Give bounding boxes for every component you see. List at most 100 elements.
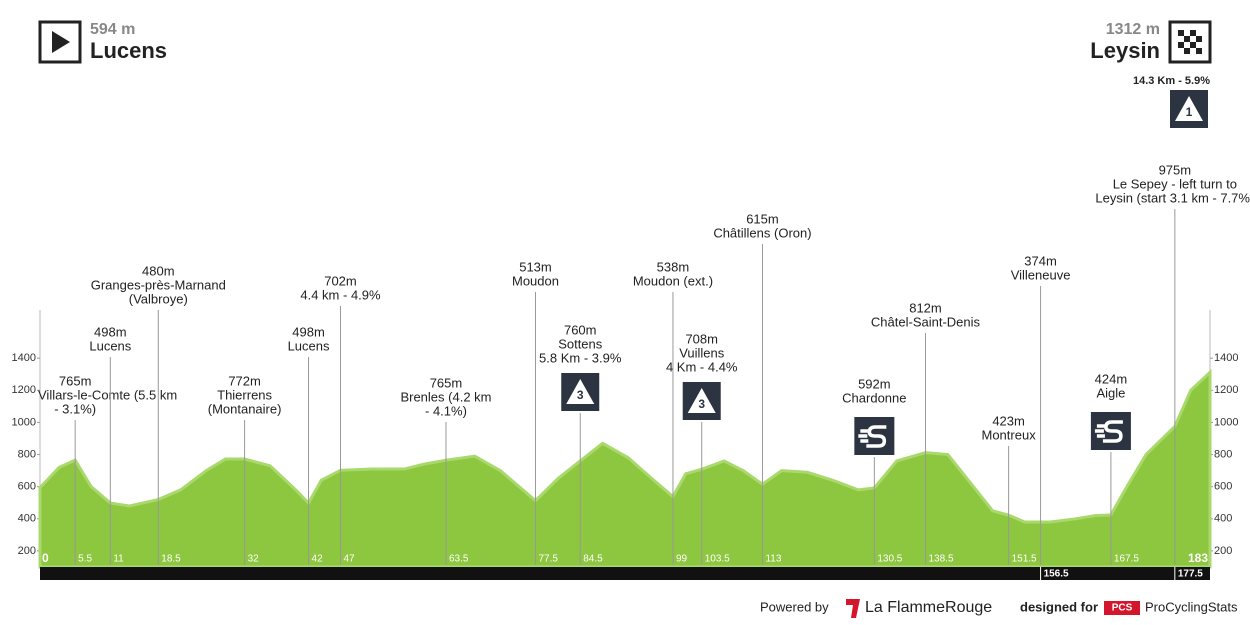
finish-category: 1 bbox=[1186, 105, 1193, 119]
waypoint-name: Vuillens bbox=[679, 345, 725, 360]
powered-by: Powered by bbox=[760, 599, 829, 614]
start-arrow bbox=[52, 31, 70, 53]
waypoint-name: Villeneuve bbox=[1011, 267, 1071, 282]
waypoint-elevation: 498m bbox=[292, 324, 325, 339]
distance-bar bbox=[40, 567, 1210, 580]
waypoint-elevation: 760m bbox=[564, 322, 597, 337]
y-tick-label: 400 bbox=[18, 513, 36, 525]
waypoint-name: Lucens bbox=[288, 338, 330, 353]
finish-icon bbox=[1168, 20, 1212, 64]
y-tick-label: 1200 bbox=[12, 384, 36, 396]
x-tick-label: 113 bbox=[765, 554, 781, 565]
y-tick-label: 1000 bbox=[12, 416, 36, 428]
waypoint-name: Lucens bbox=[89, 338, 131, 353]
waypoint-name: Châtillens (Oron) bbox=[713, 225, 811, 240]
waypoint-elevation: 975m bbox=[1159, 162, 1192, 177]
waypoint-name: 4 Km - 4.4% bbox=[666, 359, 738, 374]
waypoint-name: Montreux bbox=[982, 427, 1037, 442]
x-tick-label: 42 bbox=[312, 554, 324, 565]
x-tick-label: 130.5 bbox=[877, 554, 902, 565]
waypoint-elevation: 374m bbox=[1024, 253, 1057, 268]
x-tick-label: 151.5 bbox=[1012, 554, 1037, 565]
sprint-icon bbox=[1094, 420, 1123, 443]
flammerouge-logo bbox=[846, 599, 860, 618]
profile-area bbox=[38, 368, 1212, 569]
y-tick-label-right: 1400 bbox=[1214, 352, 1238, 364]
waypoint-elevation: 812m bbox=[909, 300, 942, 315]
y-tick-label: 800 bbox=[18, 448, 36, 460]
waypoint-name: 5.8 Km - 3.9% bbox=[539, 350, 622, 365]
x-tick-label: 183 bbox=[1188, 551, 1208, 565]
category-label: 3 bbox=[698, 397, 705, 411]
start-icon bbox=[38, 20, 82, 64]
x-tick-label: 84.5 bbox=[583, 554, 603, 565]
pcs-logo bbox=[1104, 601, 1140, 615]
y-tick-label-right: 1200 bbox=[1214, 384, 1238, 396]
waypoint-name: - 4.1%) bbox=[425, 403, 467, 418]
y-tick-label-right: 200 bbox=[1214, 545, 1232, 557]
finish-elevation: 1312 m bbox=[1106, 21, 1160, 38]
y-tick-label-right: 1000 bbox=[1214, 416, 1238, 428]
waypoint-name: Le Sepey - left turn to bbox=[1113, 176, 1237, 191]
start-elevation: 594 m bbox=[90, 21, 135, 38]
x-tick-label: 11 bbox=[113, 554, 124, 565]
pcs-text: PCS bbox=[1112, 603, 1133, 614]
waypoint-elevation: 592m bbox=[858, 376, 891, 391]
waypoint-name: Châtel-Saint-Denis bbox=[871, 314, 981, 329]
x-tick-label: 18.5 bbox=[161, 554, 181, 565]
waypoint-elevation: 765m bbox=[430, 375, 463, 390]
waypoint-elevation: 480m bbox=[142, 263, 175, 278]
category-triangle bbox=[1175, 96, 1203, 121]
x-tick-label: 0 bbox=[42, 551, 49, 565]
waypoint-name: (Valbroye) bbox=[129, 291, 188, 306]
waypoint-name: Aigle bbox=[1096, 385, 1125, 400]
waypoint-elevation: 772m bbox=[228, 373, 261, 388]
waypoint-elevation: 423m bbox=[992, 413, 1025, 428]
x-tick-label: 167.5 bbox=[1114, 554, 1139, 565]
waypoint-elevation: 424m bbox=[1095, 371, 1128, 386]
y-tick-label: 600 bbox=[18, 481, 36, 493]
waypoint-elevation: 765m bbox=[59, 373, 92, 388]
waypoint-elevation: 513m bbox=[519, 259, 552, 274]
waypoint-name: Villars-le-Comte (5.5 km bbox=[38, 387, 177, 402]
x-tick-label: 77.5 bbox=[538, 554, 558, 565]
y-tick-label: 200 bbox=[18, 545, 36, 557]
waypoint-name: Moudon bbox=[512, 273, 559, 288]
y-tick-label-right: 800 bbox=[1214, 448, 1232, 460]
sprint-icon bbox=[858, 425, 887, 448]
y-tick-label: 1400 bbox=[12, 352, 36, 364]
y-tick-label-right: 400 bbox=[1214, 513, 1232, 525]
finish-name: Leysin bbox=[1090, 38, 1160, 63]
waypoint-name: Brenles (4.2 km bbox=[400, 389, 491, 404]
waypoint-elevation: 615m bbox=[746, 211, 779, 226]
x-tick-label: 103.5 bbox=[705, 554, 730, 565]
waypoint-name: Thierrens bbox=[217, 387, 272, 402]
category-triangle bbox=[687, 388, 716, 413]
x-tick-label: 32 bbox=[248, 554, 260, 565]
waypoint-name: 4.4 km - 4.9% bbox=[300, 287, 381, 302]
waypoint-name: Moudon (ext.) bbox=[633, 273, 713, 288]
category-triangle bbox=[566, 379, 595, 404]
waypoint-elevation: 498m bbox=[94, 324, 127, 339]
waypoint-name: (Montanaire) bbox=[208, 401, 282, 416]
site-name: ProCyclingStats bbox=[1145, 599, 1238, 614]
brand: La FlammeRouge bbox=[865, 599, 992, 616]
